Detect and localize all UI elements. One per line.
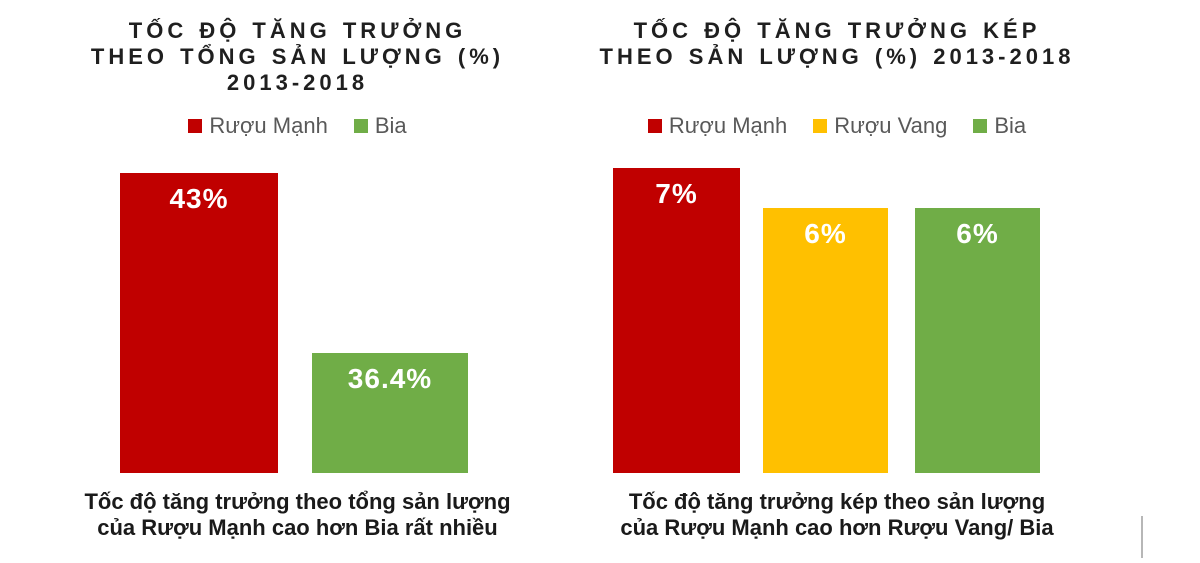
legend-item-ruou-manh: Rượu Mạnh (188, 113, 328, 138)
legend-swatch-icon (973, 119, 988, 133)
chart-left-caption-line2: của Rượu Mạnh cao hơn Bia rất nhiều (97, 515, 498, 540)
legend-swatch-icon (813, 119, 828, 133)
vertical-divider-line (1141, 516, 1143, 558)
chart-right-panel: TỐC ĐỘ TĂNG TRƯỞNG KÉP THEO SẢN LƯỢNG (%… (572, 0, 1102, 563)
chart-left-title-line3: 2013-2018 (226, 70, 369, 95)
legend-swatch-icon (647, 119, 662, 133)
legend-swatch-icon (188, 119, 203, 133)
chart-left-title-line1: TỐC ĐỘ TĂNG TRƯỞNG (128, 18, 467, 43)
chart-left-caption: Tốc độ tăng trưởng theo tổng sản lượng c… (35, 489, 560, 541)
chart-right-title: TỐC ĐỘ TĂNG TRƯỞNG KÉP THEO SẢN LƯỢNG (%… (572, 18, 1102, 70)
legend-item-bia: Bia (973, 114, 1026, 138)
legend-label: Rượu Vang (834, 113, 948, 138)
legend-label: Rượu Mạnh (668, 113, 788, 138)
legend-swatch-icon (353, 119, 368, 133)
legend-label: Bia (994, 113, 1027, 138)
chart-left-title: TỐC ĐỘ TĂNG TRƯỞNG THEO TỔNG SẢN LƯỢNG (… (35, 18, 560, 96)
legend-label: Rượu Mạnh (209, 113, 328, 138)
legend-item-ruou-manh: Rượu Mạnh (647, 113, 788, 138)
chart-right-caption-line1: Tốc độ tăng trưởng kép theo sản lượng (628, 489, 1046, 514)
chart-left-caption-line1: Tốc độ tăng trưởng theo tổng sản lượng (84, 489, 511, 514)
chart-right-legend: Rượu Mạnh Rượu Vang Bia (572, 114, 1102, 138)
chart-left-legend: Rượu Mạnh Bia (35, 114, 560, 138)
chart-right-caption-line2: của Rượu Mạnh cao hơn Rượu Vang/ Bia (620, 515, 1054, 540)
chart-left-title-line2: THEO TỔNG SẢN LƯỢNG (%) (90, 44, 505, 69)
legend-item-ruou-vang: Rượu Vang (813, 114, 947, 138)
chart-right-title-line1: TỐC ĐỘ TĂNG TRƯỞNG KÉP (633, 18, 1041, 43)
chart-left-panel: TỐC ĐỘ TĂNG TRƯỞNG THEO TỔNG SẢN LƯỢNG (… (35, 0, 560, 563)
legend-item-bia: Bia (353, 113, 407, 138)
legend-label: Bia (374, 113, 407, 138)
chart-right-title-line2: THEO SẢN LƯỢNG (%) 2013-2018 (599, 44, 1075, 69)
chart-right-caption: Tốc độ tăng trưởng kép theo sản lượng củ… (572, 489, 1102, 541)
